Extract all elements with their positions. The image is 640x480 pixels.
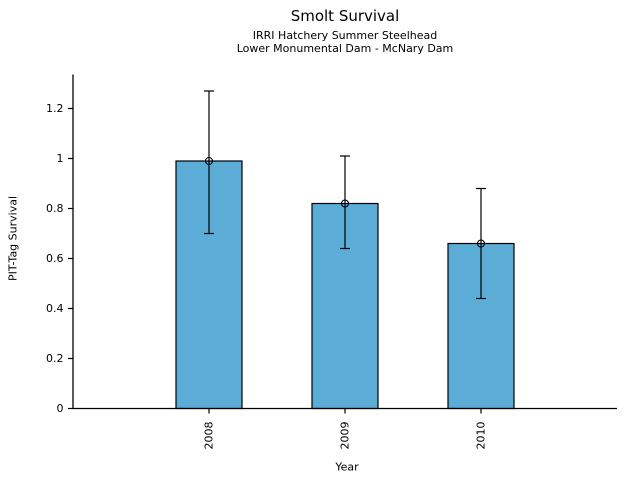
y-tick-label: 0.2 xyxy=(46,352,64,365)
chart-subtitle-1: IRRI Hatchery Summer Steelhead xyxy=(252,28,438,42)
point-marker-2008 xyxy=(204,156,214,166)
point-marker-2010 xyxy=(476,239,486,248)
y-tick-label: 0.8 xyxy=(46,202,64,215)
x-tick-label: 2010 xyxy=(475,422,488,450)
y-axis-label: PIT-Tag Survival xyxy=(7,196,20,281)
y-tick-label: 1 xyxy=(57,152,64,165)
chart-title: Smolt Survival xyxy=(290,7,400,25)
chart-subtitle-2: Lower Monumental Dam - McNary Dam xyxy=(236,42,454,55)
y-tick-label: 0 xyxy=(57,402,64,415)
y-tick-label: 1.2 xyxy=(46,102,64,115)
x-tick-label: 2009 xyxy=(339,422,352,450)
y-tick-label: 0.4 xyxy=(46,302,64,315)
y-tick-label: 0.6 xyxy=(46,252,64,265)
x-axis-label: Year xyxy=(334,461,359,474)
point-marker-2009 xyxy=(340,199,350,208)
x-tick-label: 2008 xyxy=(203,422,216,450)
